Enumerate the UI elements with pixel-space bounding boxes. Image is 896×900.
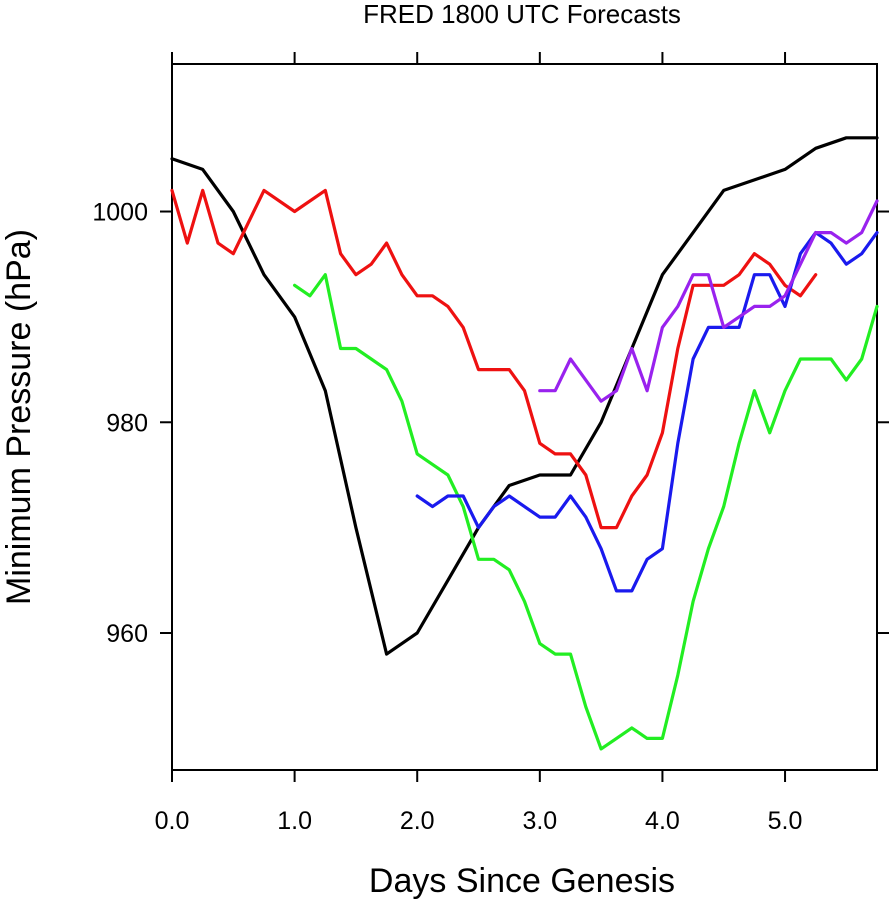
x-tick-label: 5.0 [768,807,803,835]
plot-frame [171,63,878,771]
x-tick-label: 0.0 [155,807,190,835]
y-tick-label: 1000 [92,199,148,227]
axis-ticks [160,52,889,782]
series-group [170,136,879,751]
series-line-3 [293,273,879,751]
x-tick-label: 2.0 [400,807,435,835]
series-line-2 [170,188,818,530]
chart-title: FRED 1800 UTC Forecasts [363,0,681,29]
x-tick-label: 1.0 [277,807,312,835]
y-axis-label: Minimum Pressure (hPa) [0,229,38,605]
series-line-5 [538,199,879,403]
tick-labels: 0.0 1.0 2.0 3.0 4.0 5.0 960 980 1000 [92,199,802,835]
x-tick-label: 4.0 [645,807,680,835]
y-tick-label: 980 [106,409,148,437]
series-line-1 [170,136,879,656]
series-line-4 [415,231,879,593]
x-tick-label: 3.0 [522,807,557,835]
y-tick-label: 960 [106,620,148,648]
x-axis-label: Days Since Genesis [369,862,675,900]
